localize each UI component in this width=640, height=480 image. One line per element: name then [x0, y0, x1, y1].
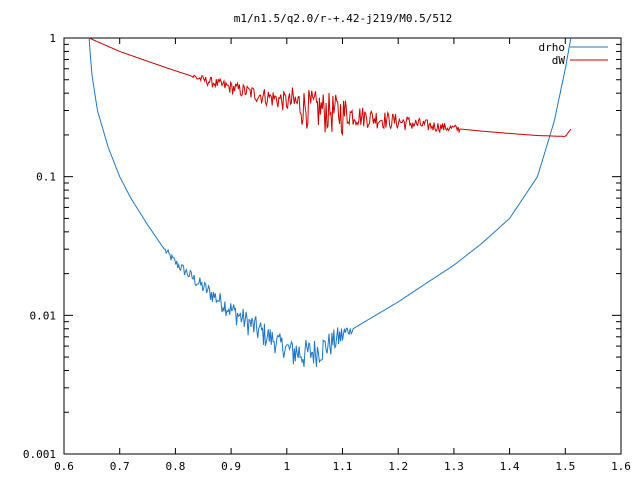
x-tick-label: 0.7 [110, 460, 130, 473]
x-tick-label: 0.9 [221, 460, 241, 473]
legend-label-dw: dW [552, 54, 566, 67]
y-tick-label: 0.1 [36, 171, 56, 184]
series-layer [88, 37, 572, 368]
series-line-dw [88, 37, 572, 137]
y-tick-label: 1 [49, 32, 56, 45]
x-tick-label: 1 [283, 460, 290, 473]
y-tick-label: 0.001 [23, 448, 56, 461]
x-tick-label: 1.1 [333, 460, 353, 473]
x-tick-label: 1.4 [500, 460, 520, 473]
series-line-drho [88, 37, 572, 368]
y-axis: 0.001 0.01 0.1 1 [23, 32, 621, 461]
x-tick-label: 1.3 [444, 460, 464, 473]
x-axis: 0.6 0.7 0.8 0.9 1 1.1 1.2 1.3 1.4 1.5 1.6 [54, 38, 631, 473]
x-tick-label: 0.6 [54, 460, 74, 473]
chart-title: m1/n1.5/q2.0/r-+.42-j219/M0.5/512 [234, 12, 453, 25]
x-tick-label: 1.5 [555, 460, 575, 473]
legend-label-drho: drho [539, 41, 566, 54]
x-tick-label: 1.6 [611, 460, 631, 473]
legend: drho dW [539, 41, 608, 67]
x-tick-label: 1.2 [388, 460, 408, 473]
x-tick-label: 0.8 [165, 460, 185, 473]
plot-frame [63, 37, 622, 455]
y-tick-label: 0.01 [30, 309, 57, 322]
